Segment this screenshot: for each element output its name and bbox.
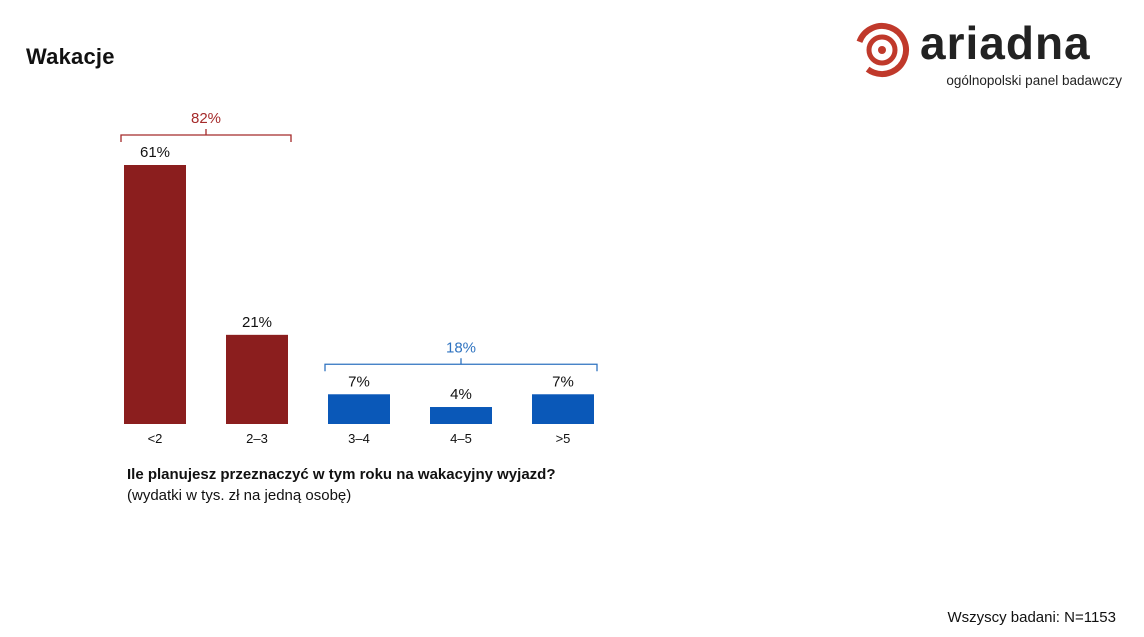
category-label-1: 2–3	[246, 431, 268, 446]
group-bracket-0	[120, 129, 292, 142]
bar-0	[124, 165, 186, 424]
bar-value-label-1: 21%	[242, 314, 272, 331]
chart-question-note: (wydatki w tys. zł na jedną osobę)	[127, 487, 352, 504]
logo-tagline: ogólnopolski panel badawczy	[946, 73, 1122, 88]
logo-wordmark: ariadna	[920, 17, 1091, 69]
category-label-3: 4–5	[450, 431, 472, 446]
bar-1	[226, 334, 288, 424]
sample-size-note: Wszyscy badani: N=1153	[947, 609, 1116, 626]
ariadna-logo-icon	[855, 23, 909, 77]
bar-value-label-0: 61%	[140, 144, 170, 161]
group-label-0: 82%	[191, 110, 221, 127]
category-label-2: 3–4	[348, 431, 370, 446]
group-bracket-1	[324, 358, 598, 372]
bar-2	[328, 394, 390, 424]
bar-value-label-4: 7%	[552, 373, 574, 390]
bar-value-label-3: 4%	[450, 386, 472, 403]
category-label-0: <2	[148, 431, 163, 446]
ariadna-logo: ariadna ogólnopolski panel badawczy	[854, 18, 1124, 93]
bar-3	[430, 407, 492, 424]
bar-value-label-2: 7%	[348, 373, 370, 390]
page-title: Wakacje	[26, 44, 115, 69]
bar-4	[532, 394, 594, 424]
chart-question: Ile planujesz przeznaczyć w tym roku na …	[127, 466, 556, 483]
category-label-4: >5	[556, 431, 571, 446]
group-label-1: 18%	[446, 339, 476, 356]
